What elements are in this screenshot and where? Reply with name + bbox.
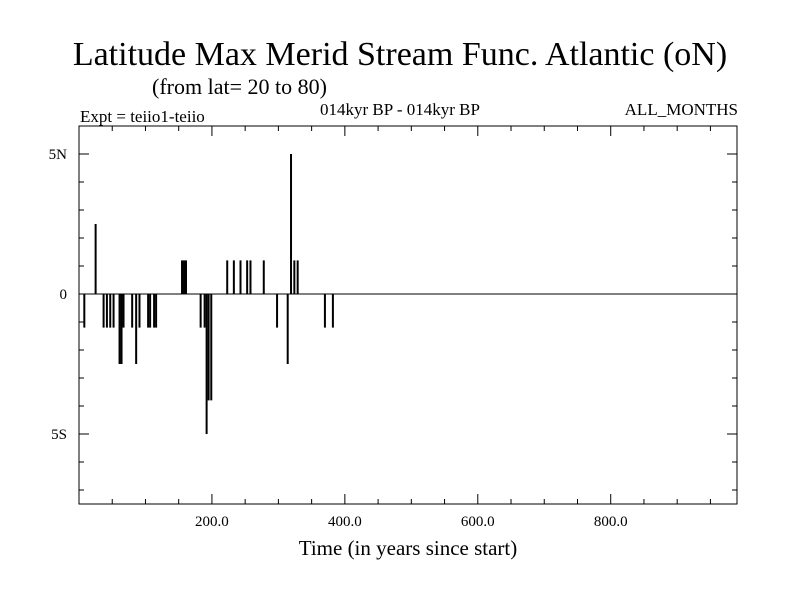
chart-subtitle: (from lat= 20 to 80) bbox=[152, 74, 327, 99]
x-axis-label: Time (in years since start) bbox=[298, 536, 518, 560]
x-tick-label: 600.0 bbox=[461, 514, 495, 530]
experiment-annotation: Expt = teiio1-teiio bbox=[80, 107, 205, 126]
axes: 5N 0 5S 200.0 400.0 600.0 800.0 bbox=[49, 125, 737, 530]
plot-frame bbox=[78, 125, 738, 505]
x-tick-label: 200.0 bbox=[195, 514, 229, 530]
x-tick-label: 400.0 bbox=[328, 514, 362, 530]
y-tick-label: 5N bbox=[49, 147, 68, 163]
period-annotation: 014kyr BP - 014kyr BP bbox=[320, 100, 480, 119]
x-tick-label: 800.0 bbox=[594, 514, 628, 530]
y-tick-label: 0 bbox=[60, 287, 68, 303]
months-annotation: ALL_MONTHS bbox=[624, 100, 738, 119]
y-tick-label: 5S bbox=[51, 427, 67, 443]
series-marks bbox=[83, 154, 334, 434]
chart-title: Latitude Max Merid Stream Func. Atlantic… bbox=[72, 36, 728, 73]
